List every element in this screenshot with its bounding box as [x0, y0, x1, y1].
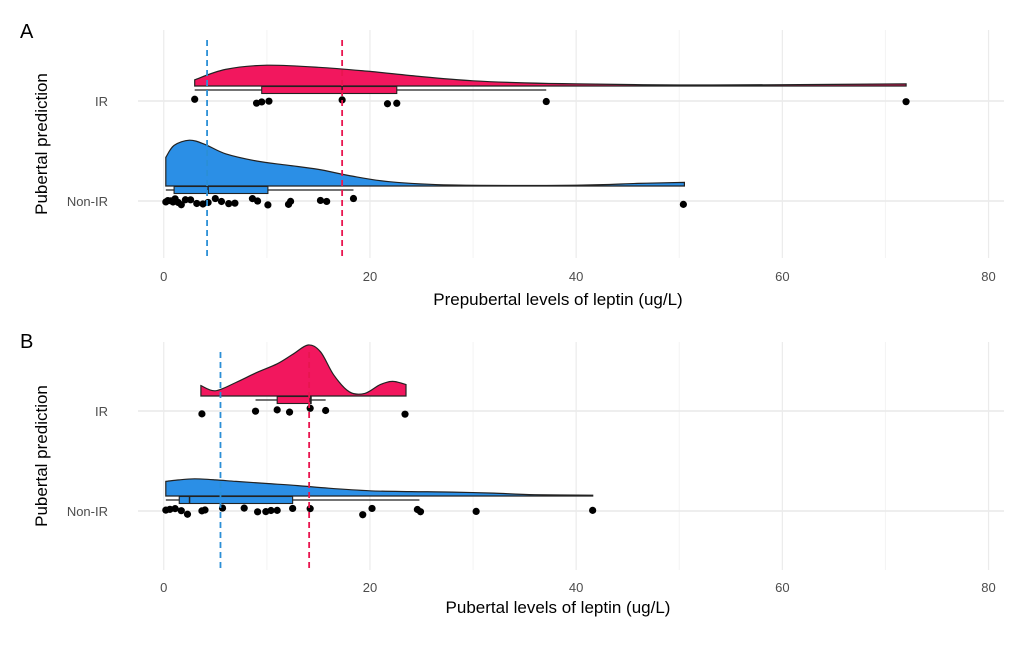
- panel-a: A 0 20 40 60 80 Non-IR IR Prepubertal levels of …: [20, 21, 1004, 309]
- data-point: [359, 511, 367, 519]
- data-point: [258, 98, 266, 106]
- data-point: [383, 100, 392, 108]
- data-point: [251, 407, 260, 415]
- x-tick-label: 20: [363, 580, 377, 595]
- data-point: [264, 201, 272, 209]
- data-point: [231, 199, 239, 207]
- y-tick-label: Non-IR: [67, 194, 108, 209]
- data-point: [306, 404, 314, 412]
- data-point: [201, 506, 209, 514]
- data-point: [679, 200, 687, 208]
- x-axis-title: Prepubertal levels of leptin (ug/L): [433, 290, 682, 309]
- data-point: [902, 98, 910, 106]
- y-axis-title: Pubertal prediction: [32, 385, 51, 527]
- panel-b: B 0 20 40 60 80 Non-IR IR Pubertal levels of lep…: [20, 331, 1004, 617]
- data-point: [589, 506, 597, 514]
- data-point: [177, 201, 185, 209]
- data-point: [177, 507, 185, 515]
- density-cloud: [200, 344, 407, 397]
- data-point: [338, 96, 346, 104]
- x-tick-label: 80: [981, 269, 995, 284]
- x-tick-label: 40: [569, 269, 583, 284]
- x-tick-label: 40: [569, 580, 583, 595]
- data-point: [306, 505, 314, 513]
- data-point: [416, 508, 425, 516]
- data-point: [322, 406, 330, 415]
- x-tick-label: 0: [160, 580, 167, 595]
- data-point: [323, 197, 331, 206]
- series-non-ir: [162, 139, 687, 209]
- data-point: [253, 508, 262, 516]
- data-point: [472, 507, 480, 516]
- data-point: [171, 505, 179, 513]
- data-point: [211, 194, 219, 203]
- data-point: [217, 197, 226, 206]
- x-tick-label: 80: [981, 580, 995, 595]
- data-point: [393, 99, 401, 107]
- data-point: [198, 410, 206, 418]
- box-iqr: [276, 395, 312, 405]
- x-tick-label: 60: [775, 269, 789, 284]
- density-cloud: [165, 478, 594, 497]
- data-point: [191, 95, 199, 103]
- x-tick-label: 20: [363, 269, 377, 284]
- y-tick-label: IR: [95, 94, 108, 109]
- data-point: [401, 410, 409, 418]
- data-point: [204, 198, 212, 207]
- series-non-ir: [162, 478, 597, 519]
- data-point: [240, 504, 248, 512]
- x-tick-label: 60: [775, 580, 789, 595]
- data-point: [286, 197, 295, 205]
- data-point: [273, 506, 281, 514]
- data-point: [183, 510, 192, 518]
- box-iqr: [178, 495, 294, 505]
- data-point: [186, 196, 195, 204]
- data-point: [368, 504, 376, 513]
- data-point: [289, 504, 297, 513]
- density-cloud: [194, 64, 907, 87]
- x-tick-label: 0: [160, 269, 167, 284]
- y-tick-label: Non-IR: [67, 504, 108, 519]
- data-point: [181, 196, 190, 204]
- data-point: [225, 200, 233, 208]
- y-axis-title: Pubertal prediction: [32, 73, 51, 215]
- box-iqr: [173, 185, 269, 195]
- series-ir: [191, 64, 910, 108]
- panel-letter: A: [20, 21, 34, 43]
- box-iqr: [261, 85, 398, 95]
- data-point: [316, 196, 325, 205]
- panel-letter: B: [20, 331, 33, 353]
- data-point: [349, 194, 358, 203]
- data-point: [542, 97, 550, 106]
- x-axis-title: Pubertal levels of leptin (ug/L): [446, 598, 671, 617]
- data-point: [273, 406, 281, 414]
- series-ir: [198, 344, 409, 418]
- data-point: [267, 506, 275, 515]
- data-point: [265, 97, 273, 105]
- data-point: [253, 197, 262, 205]
- density-cloud: [165, 139, 685, 187]
- data-point: [285, 408, 294, 416]
- data-point: [193, 199, 201, 208]
- y-tick-label: IR: [95, 404, 108, 419]
